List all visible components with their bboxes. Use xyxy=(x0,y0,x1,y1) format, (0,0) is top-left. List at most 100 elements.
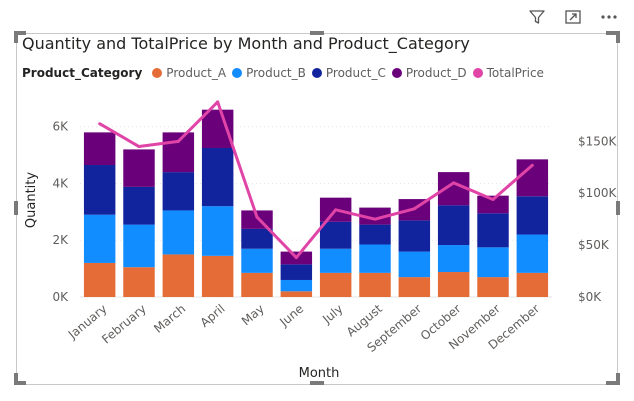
y-tick-label: 2K xyxy=(52,233,69,247)
bar-product-b[interactable] xyxy=(280,279,313,292)
bar-product-c[interactable] xyxy=(359,224,391,245)
y2-tick-label: $100K xyxy=(578,186,618,200)
legend-item-product-c[interactable]: Product_C xyxy=(311,66,386,80)
line-point-totalprice[interactable] xyxy=(491,197,495,201)
bar-product-d[interactable] xyxy=(83,132,116,166)
legend-marker-product-d xyxy=(391,68,402,78)
legend-title: Product_Category xyxy=(22,66,143,80)
bar-product-a[interactable] xyxy=(201,255,234,297)
line-point-totalprice[interactable] xyxy=(216,100,220,104)
bar-product-b[interactable] xyxy=(241,248,273,273)
bar-product-c[interactable] xyxy=(319,221,352,249)
bar-product-a[interactable] xyxy=(123,267,155,297)
legend-marker-product-a xyxy=(152,68,163,78)
resize-handle-top[interactable] xyxy=(310,31,324,35)
resize-handle-bottom[interactable] xyxy=(310,381,324,385)
bar-product-d[interactable] xyxy=(123,149,155,187)
bar-product-a[interactable] xyxy=(516,272,549,297)
bar-product-c[interactable] xyxy=(83,165,116,215)
legend-marker-totalprice xyxy=(472,68,483,78)
bar-product-b[interactable] xyxy=(162,210,195,255)
chart-title: Quantity and TotalPrice by Month and Pro… xyxy=(22,34,470,53)
bar-product-c[interactable] xyxy=(280,264,313,280)
bar-product-c[interactable] xyxy=(516,196,549,235)
line-point-totalprice[interactable] xyxy=(334,208,338,212)
y-tick-label: 4K xyxy=(52,176,69,190)
y-tick-label: 0K xyxy=(52,290,69,304)
line-point-totalprice[interactable] xyxy=(412,207,416,211)
line-point-totalprice[interactable] xyxy=(294,256,298,260)
bar-product-a[interactable] xyxy=(83,262,116,297)
filter-icon[interactable] xyxy=(526,6,548,28)
y2-tick-label: $150K xyxy=(578,134,618,148)
legend-item-product-b[interactable]: Product_B xyxy=(232,66,306,80)
bar-product-d[interactable] xyxy=(359,207,391,225)
line-point-totalprice[interactable] xyxy=(452,181,456,185)
line-point-totalprice[interactable] xyxy=(137,145,141,149)
x-tick-label: May xyxy=(239,302,267,329)
resize-handle-bottom-left[interactable] xyxy=(14,381,26,385)
chart-legend: Product_Category Product_A Product_B Pro… xyxy=(22,66,550,80)
y-axis-label: Quantity xyxy=(24,172,39,228)
resize-handle-top-right-v[interactable] xyxy=(616,31,620,43)
bar-product-b[interactable] xyxy=(437,245,470,273)
bar-product-c[interactable] xyxy=(477,213,509,248)
line-point-totalprice[interactable] xyxy=(176,139,180,143)
resize-handle-top-left[interactable] xyxy=(14,31,26,35)
bar-product-c[interactable] xyxy=(241,228,273,249)
bar-product-c[interactable] xyxy=(162,172,195,211)
bar-product-b[interactable] xyxy=(477,247,509,278)
resize-handle-top-left-v[interactable] xyxy=(14,31,18,43)
bar-product-d[interactable] xyxy=(477,195,509,214)
bar-product-d[interactable] xyxy=(162,132,195,173)
bar-product-a[interactable] xyxy=(280,291,313,297)
resize-handle-top-right[interactable] xyxy=(606,31,620,35)
line-point-totalprice[interactable] xyxy=(255,215,259,219)
bar-product-a[interactable] xyxy=(162,254,195,297)
bar-product-a[interactable] xyxy=(398,277,431,297)
legend-item-totalprice[interactable]: TotalPrice xyxy=(472,66,544,80)
focus-mode-icon[interactable] xyxy=(562,6,584,28)
bar-product-c[interactable] xyxy=(398,220,431,252)
more-options-icon[interactable] xyxy=(598,6,620,28)
bar-product-b[interactable] xyxy=(83,214,116,263)
line-point-totalprice[interactable] xyxy=(530,163,534,167)
bar-product-a[interactable] xyxy=(359,272,391,297)
line-totalprice xyxy=(98,100,534,260)
bar-product-a[interactable] xyxy=(319,272,352,297)
y-tick-label: 6K xyxy=(52,120,69,134)
bar-product-c[interactable] xyxy=(123,186,155,225)
legend-item-product-a[interactable]: Product_A xyxy=(152,66,226,80)
legend-marker-product-c xyxy=(311,68,322,78)
line-point-totalprice[interactable] xyxy=(373,217,377,221)
y2-tick-label: $50K xyxy=(578,238,610,252)
x-axis-label: Month xyxy=(299,366,340,381)
bar-product-b[interactable] xyxy=(123,224,155,268)
bar-product-b[interactable] xyxy=(398,251,431,278)
bar-product-a[interactable] xyxy=(477,277,509,297)
bar-product-a[interactable] xyxy=(241,272,273,297)
bar-product-d[interactable] xyxy=(201,109,234,148)
bar-product-b[interactable] xyxy=(201,206,234,256)
bar-product-c[interactable] xyxy=(437,205,470,246)
x-tick-label: April xyxy=(198,302,228,330)
x-tick-label: March xyxy=(151,302,188,336)
resize-handle-bottom-right[interactable] xyxy=(606,381,620,385)
resize-handle-bottom-left-v[interactable] xyxy=(14,373,18,385)
line-point-totalprice[interactable] xyxy=(98,122,102,126)
bar-product-b[interactable] xyxy=(516,234,549,273)
resize-handle-left[interactable] xyxy=(14,201,18,215)
bar-product-a[interactable] xyxy=(437,272,470,297)
x-tick-label: July xyxy=(319,302,345,327)
legend-marker-product-b xyxy=(232,68,243,78)
bar-product-b[interactable] xyxy=(359,244,391,273)
x-tick-label: February xyxy=(99,302,149,347)
y2-tick-label: $0K xyxy=(578,290,602,304)
resize-handle-bottom-right-v[interactable] xyxy=(616,373,620,385)
bar-product-c[interactable] xyxy=(201,147,234,207)
visual-header-toolbar xyxy=(526,6,620,28)
legend-item-product-d[interactable]: Product_D xyxy=(391,66,467,80)
bar-product-b[interactable] xyxy=(319,248,352,273)
resize-handle-right[interactable] xyxy=(616,201,620,215)
